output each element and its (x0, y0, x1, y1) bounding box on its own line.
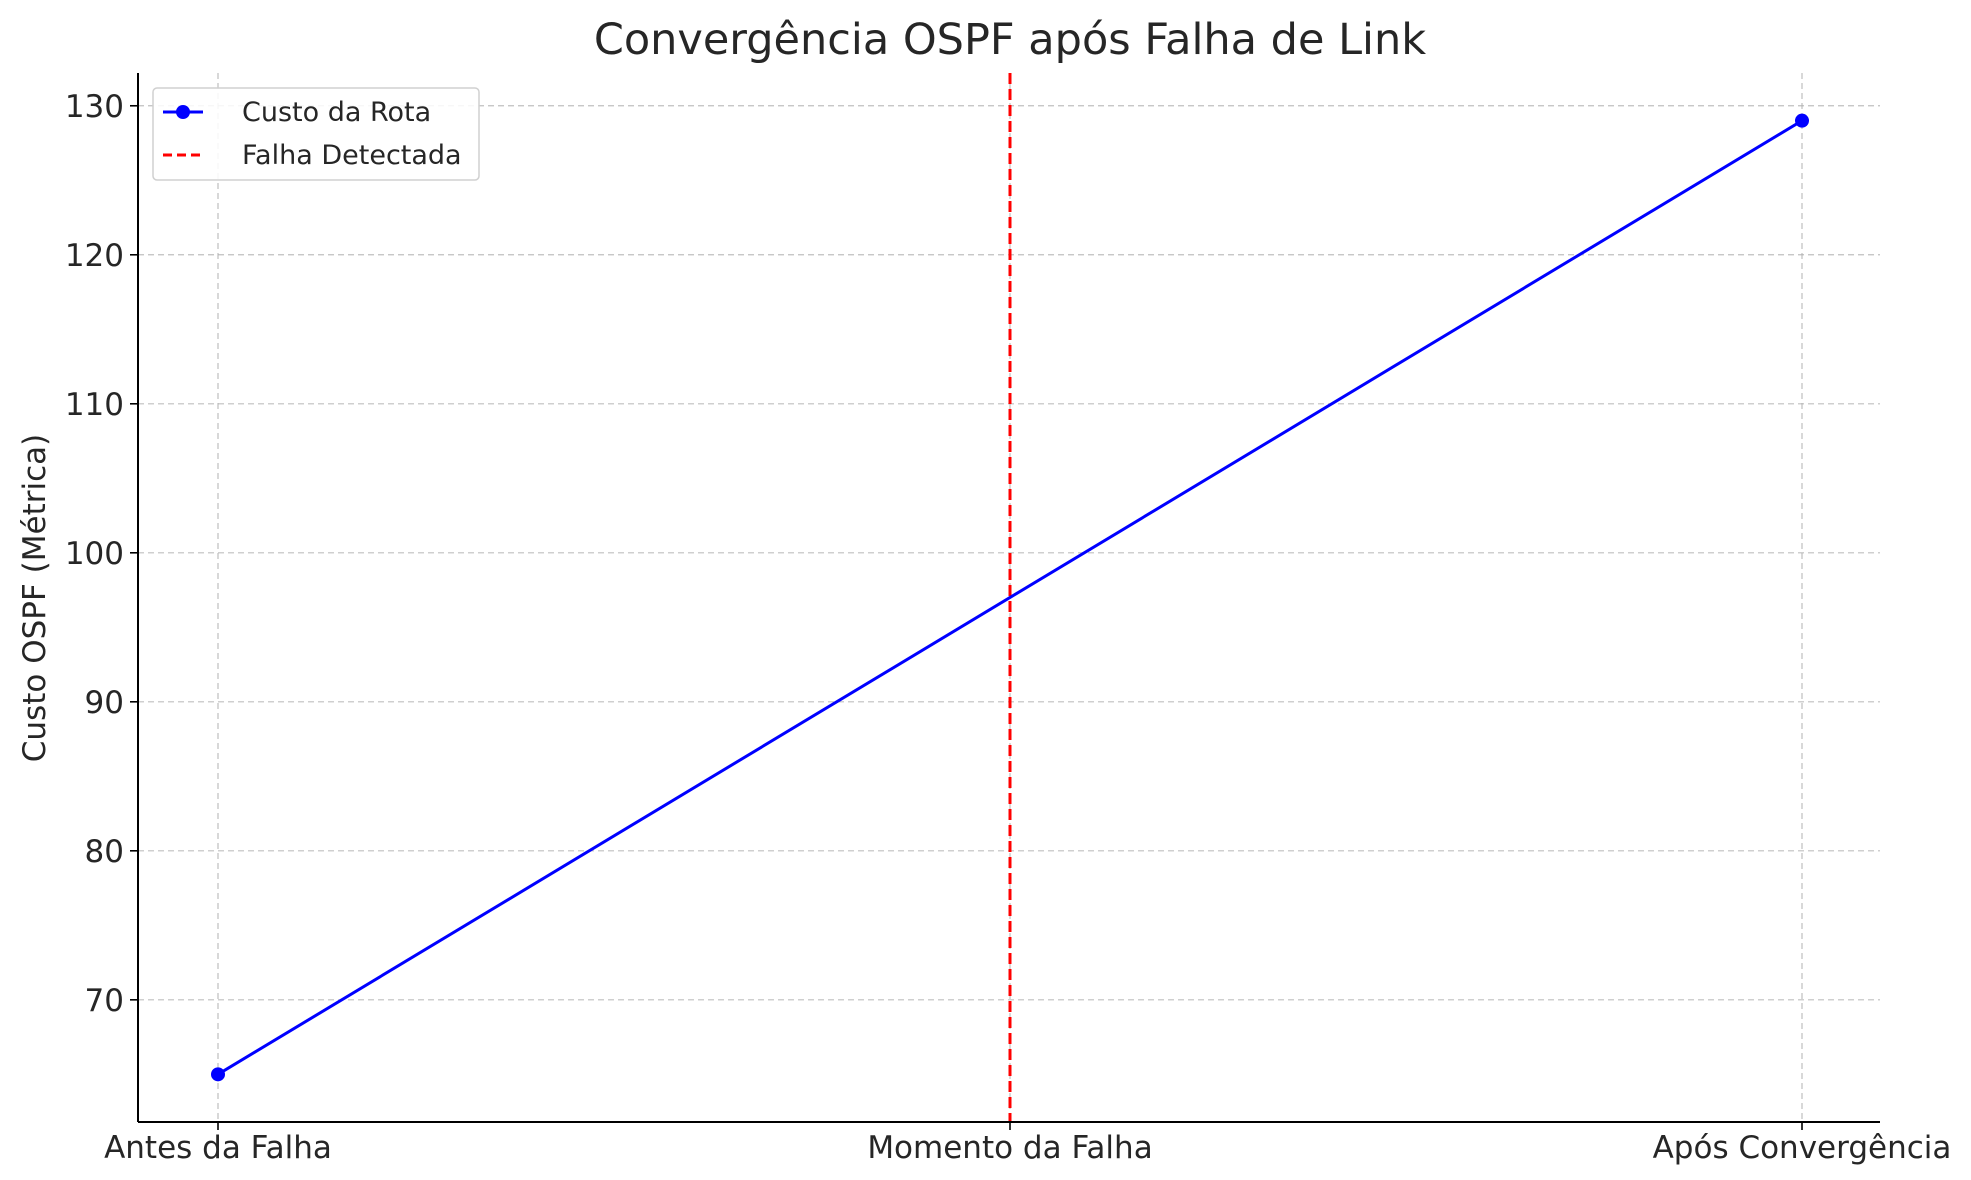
y-tick-label: 80 (85, 834, 124, 870)
y-tick-label: 130 (65, 89, 124, 125)
x-tick-label: Após Convergência (1653, 1130, 1952, 1166)
data-point-marker (1795, 113, 1809, 128)
chart-title: Convergência OSPF após Falha de Link (594, 15, 1426, 65)
x-tick-label: Antes da Falha (104, 1130, 332, 1166)
y-tick-label: 70 (85, 983, 124, 1019)
legend-box (152, 87, 480, 181)
legend-marker-route-cost (176, 105, 190, 119)
plot-area (211, 73, 1809, 1122)
axes: 70 80 90 100 110 120 130 Antes da Falha Momento … (65, 73, 1952, 1166)
legend-label-route-cost: Custo da Rota (242, 97, 431, 128)
y-tick-label: 100 (65, 536, 124, 572)
series-line-route-cost (217, 119, 1803, 1076)
x-tick-label: Momento da Falha (867, 1130, 1152, 1166)
y-tick-label: 120 (65, 238, 124, 274)
y-tick-label: 90 (85, 685, 124, 721)
y-tick-label: 110 (65, 387, 124, 423)
y-axis-label: Custo OSPF (Métrica) (17, 434, 53, 762)
data-point-marker (211, 1067, 225, 1082)
legend-label-failure-detected: Falha Detectada (242, 140, 462, 171)
legend[interactable]: Custo da Rota Falha Detectada (152, 87, 480, 181)
